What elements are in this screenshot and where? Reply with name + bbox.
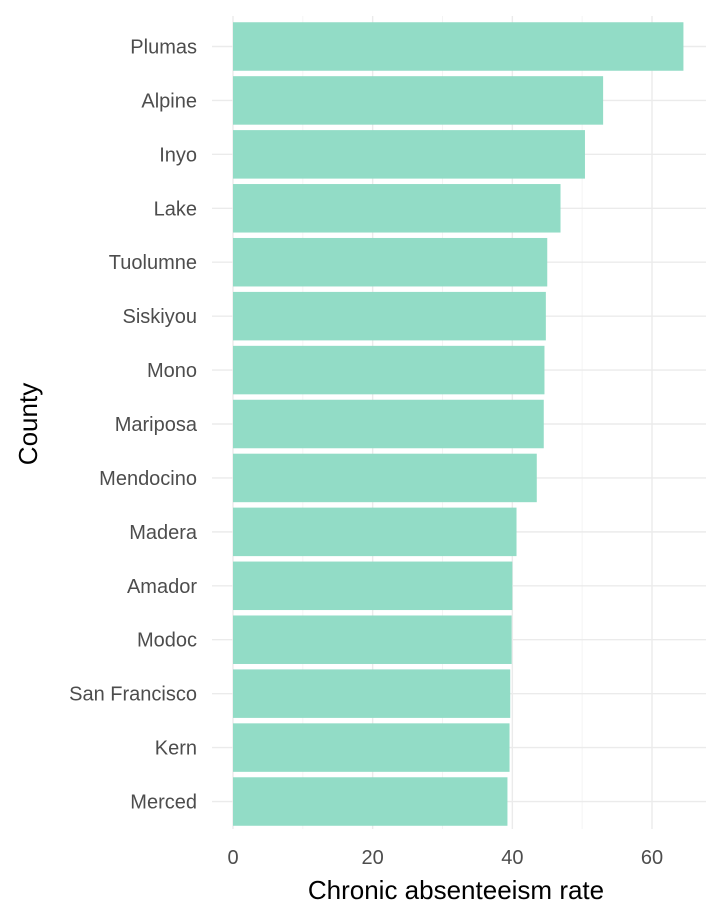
bars xyxy=(233,22,684,826)
bar xyxy=(233,723,510,772)
x-tick-label: 60 xyxy=(641,847,663,869)
y-tick-labels: Plumas Alpine Inyo Lake Tuolumne Siskiyou Mono… xyxy=(69,37,198,814)
bar xyxy=(233,291,546,341)
y-tick-label: Kern xyxy=(155,738,197,760)
bar xyxy=(233,507,517,557)
bar xyxy=(233,399,544,449)
bar xyxy=(233,237,548,287)
bar xyxy=(233,345,545,395)
y-tick-label: Mono xyxy=(147,360,197,382)
y-tick-label: Siskiyou xyxy=(123,306,197,328)
bar xyxy=(233,130,585,179)
bar xyxy=(233,76,604,125)
x-axis-title: Chronic absenteeism rate xyxy=(308,875,604,905)
x-tick-label: 0 xyxy=(227,847,238,869)
y-tick-label: Tuolumne xyxy=(109,252,197,274)
y-tick-label: Merced xyxy=(130,792,197,814)
y-tick-label: San Francisco xyxy=(69,684,197,706)
y-tick-label: Alpine xyxy=(141,90,197,112)
bar xyxy=(233,561,513,611)
y-tick-label: Madera xyxy=(129,522,198,544)
bar xyxy=(233,22,684,71)
bar xyxy=(233,453,537,503)
y-tick-label: Mariposa xyxy=(115,414,198,436)
y-tick-label: Lake xyxy=(154,198,197,220)
bar xyxy=(233,184,561,233)
x-tick-label: 20 xyxy=(362,847,384,869)
bar xyxy=(233,615,512,664)
x-tick-labels: 0 20 40 60 xyxy=(227,847,663,869)
bar xyxy=(233,669,511,718)
y-tick-label: Plumas xyxy=(130,37,197,59)
y-axis-title: County xyxy=(13,383,43,465)
bar xyxy=(233,777,508,826)
y-tick-label: Inyo xyxy=(159,144,197,166)
y-tick-label: Amador xyxy=(127,576,197,598)
x-tick-label: 40 xyxy=(501,847,523,869)
y-tick-label: Mendocino xyxy=(99,468,197,490)
y-tick-label: Modoc xyxy=(137,630,197,652)
